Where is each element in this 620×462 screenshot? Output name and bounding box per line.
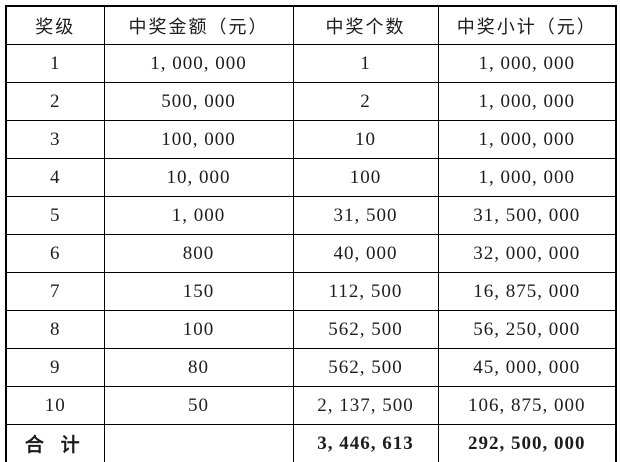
prize-amount-cell: 150 xyxy=(103,272,294,311)
table-row: 3 100, 000 10 1, 000, 000 xyxy=(5,120,617,159)
winner-count-cell: 112, 500 xyxy=(292,272,439,311)
winner-count-cell: 2, 137, 500 xyxy=(292,386,439,425)
table-row: 9 80 562, 500 45, 000, 000 xyxy=(5,348,617,387)
subtotal-cell: 32, 000, 000 xyxy=(437,234,617,273)
table-row: 4 10, 000 100 1, 000, 000 xyxy=(5,158,617,197)
prize-level-cell: 7 xyxy=(5,272,105,311)
total-subtotal-cell: 292, 500, 000 xyxy=(437,424,617,462)
prize-amount-cell: 100 xyxy=(103,310,294,349)
header-row: 奖级 中奖金额（元） 中奖个数 中奖小计（元） xyxy=(5,5,617,45)
prize-amount-cell: 80 xyxy=(103,348,294,387)
subtotal-cell: 31, 500, 000 xyxy=(437,196,617,235)
subtotal-cell: 45, 000, 000 xyxy=(437,348,617,387)
table-row: 6 800 40, 000 32, 000, 000 xyxy=(5,234,617,273)
prize-amount-cell: 100, 000 xyxy=(103,120,294,159)
winner-count-cell: 100 xyxy=(292,158,439,197)
table-row: 10 50 2, 137, 500 106, 875, 000 xyxy=(5,386,617,425)
prize-level-cell: 3 xyxy=(5,120,105,159)
winner-count-cell: 2 xyxy=(292,82,439,121)
prize-amount-cell: 500, 000 xyxy=(103,82,294,121)
winner-count-cell: 40, 000 xyxy=(292,234,439,273)
subtotal-cell: 1, 000, 000 xyxy=(437,158,617,197)
winner-count-cell: 10 xyxy=(292,120,439,159)
prize-level-cell: 5 xyxy=(5,196,105,235)
prize-level-cell: 6 xyxy=(5,234,105,273)
table-row: 5 1, 000 31, 500 31, 500, 000 xyxy=(5,196,617,235)
subtotal-cell: 1, 000, 000 xyxy=(437,44,617,83)
subtotal-cell: 106, 875, 000 xyxy=(437,386,617,425)
winner-count-cell: 1 xyxy=(292,44,439,83)
prize-level-cell: 9 xyxy=(5,348,105,387)
subtotal-cell: 1, 000, 000 xyxy=(437,120,617,159)
winner-count-cell: 562, 500 xyxy=(292,310,439,349)
header-winner-count: 中奖个数 xyxy=(292,5,439,45)
prize-amount-cell: 10, 000 xyxy=(103,158,294,197)
table-row: 1 1, 000, 000 1 1, 000, 000 xyxy=(5,44,617,83)
prize-amount-cell: 1, 000 xyxy=(103,196,294,235)
subtotal-cell: 16, 875, 000 xyxy=(437,272,617,311)
prize-distribution-table: 奖级 中奖金额（元） 中奖个数 中奖小计（元） 1 1, 000, 000 1 1, … xyxy=(5,5,617,462)
total-count-cell: 3, 446, 613 xyxy=(292,424,439,462)
prize-amount-cell: 1, 000, 000 xyxy=(103,44,294,83)
table-row: 2 500, 000 2 1, 000, 000 xyxy=(5,82,617,121)
winner-count-cell: 562, 500 xyxy=(292,348,439,387)
prize-level-cell: 1 xyxy=(5,44,105,83)
subtotal-cell: 1, 000, 000 xyxy=(437,82,617,121)
header-prize-level: 奖级 xyxy=(5,5,105,45)
header-subtotal: 中奖小计（元） xyxy=(437,5,617,45)
winner-count-cell: 31, 500 xyxy=(292,196,439,235)
prize-amount-cell: 800 xyxy=(103,234,294,273)
prize-level-cell: 10 xyxy=(5,386,105,425)
prize-level-cell: 2 xyxy=(5,82,105,121)
prize-level-cell: 4 xyxy=(5,158,105,197)
table-body: 1 1, 000, 000 1 1, 000, 000 2 500, 000 2 1, 000… xyxy=(5,44,617,425)
prize-amount-cell: 50 xyxy=(103,386,294,425)
total-amount-cell xyxy=(103,424,294,462)
subtotal-cell: 56, 250, 000 xyxy=(437,310,617,349)
header-prize-amount: 中奖金额（元） xyxy=(103,5,294,45)
total-label-cell: 合 计 xyxy=(5,424,105,462)
total-row: 合 计 3, 446, 613 292, 500, 000 xyxy=(5,424,617,462)
prize-level-cell: 8 xyxy=(5,310,105,349)
table-row: 7 150 112, 500 16, 875, 000 xyxy=(5,272,617,311)
table-row: 8 100 562, 500 56, 250, 000 xyxy=(5,310,617,349)
